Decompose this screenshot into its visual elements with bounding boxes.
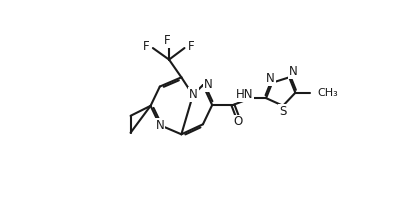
Text: HN: HN [236, 88, 253, 101]
Text: O: O [233, 115, 242, 129]
Text: F: F [142, 40, 149, 53]
Text: S: S [279, 105, 287, 118]
Text: N: N [288, 66, 297, 78]
Text: F: F [188, 40, 195, 53]
Text: F: F [164, 34, 170, 47]
Text: CH₃: CH₃ [317, 88, 338, 98]
Text: N: N [204, 78, 213, 91]
Text: N: N [189, 88, 198, 101]
Text: N: N [155, 119, 164, 132]
Text: N: N [266, 72, 275, 85]
